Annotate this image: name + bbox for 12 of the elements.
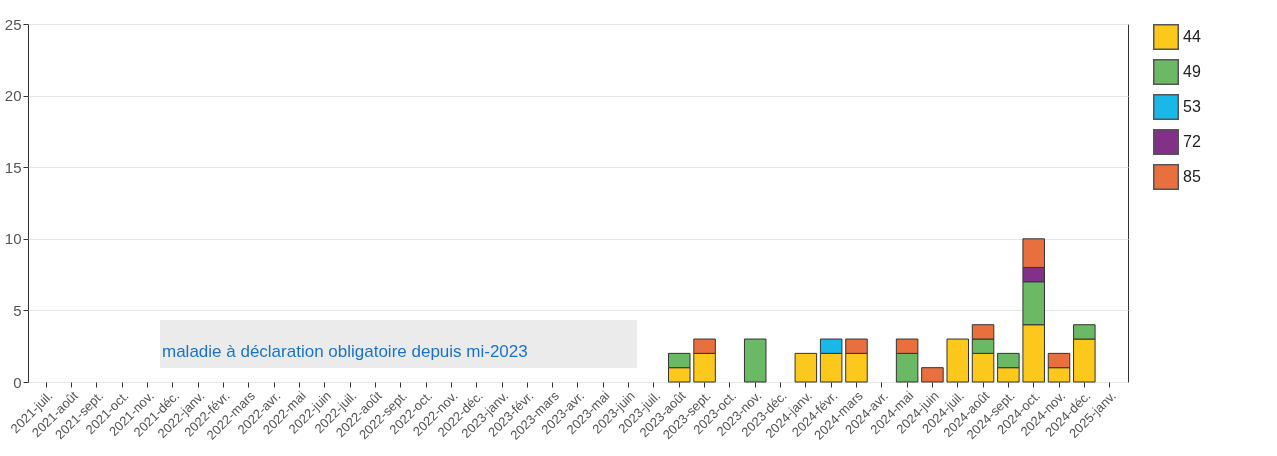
y-tick-label: 25 xyxy=(4,15,22,33)
y-tick-label: 5 xyxy=(13,301,22,319)
y-tick-label: 10 xyxy=(4,230,22,248)
legend-label: 53 xyxy=(1183,98,1201,115)
legend-label: 49 xyxy=(1183,63,1201,80)
y-tick-label: 0 xyxy=(13,373,22,391)
note-box: maladie à déclaration obligatoire depuis mi-2023 xyxy=(160,320,637,368)
y-tick-label: 15 xyxy=(4,158,22,176)
legend-label: 85 xyxy=(1183,168,1201,185)
legend-label: 72 xyxy=(1183,133,1201,150)
legend-label: 44 xyxy=(1183,28,1201,45)
y-tick-label: 20 xyxy=(4,87,22,105)
